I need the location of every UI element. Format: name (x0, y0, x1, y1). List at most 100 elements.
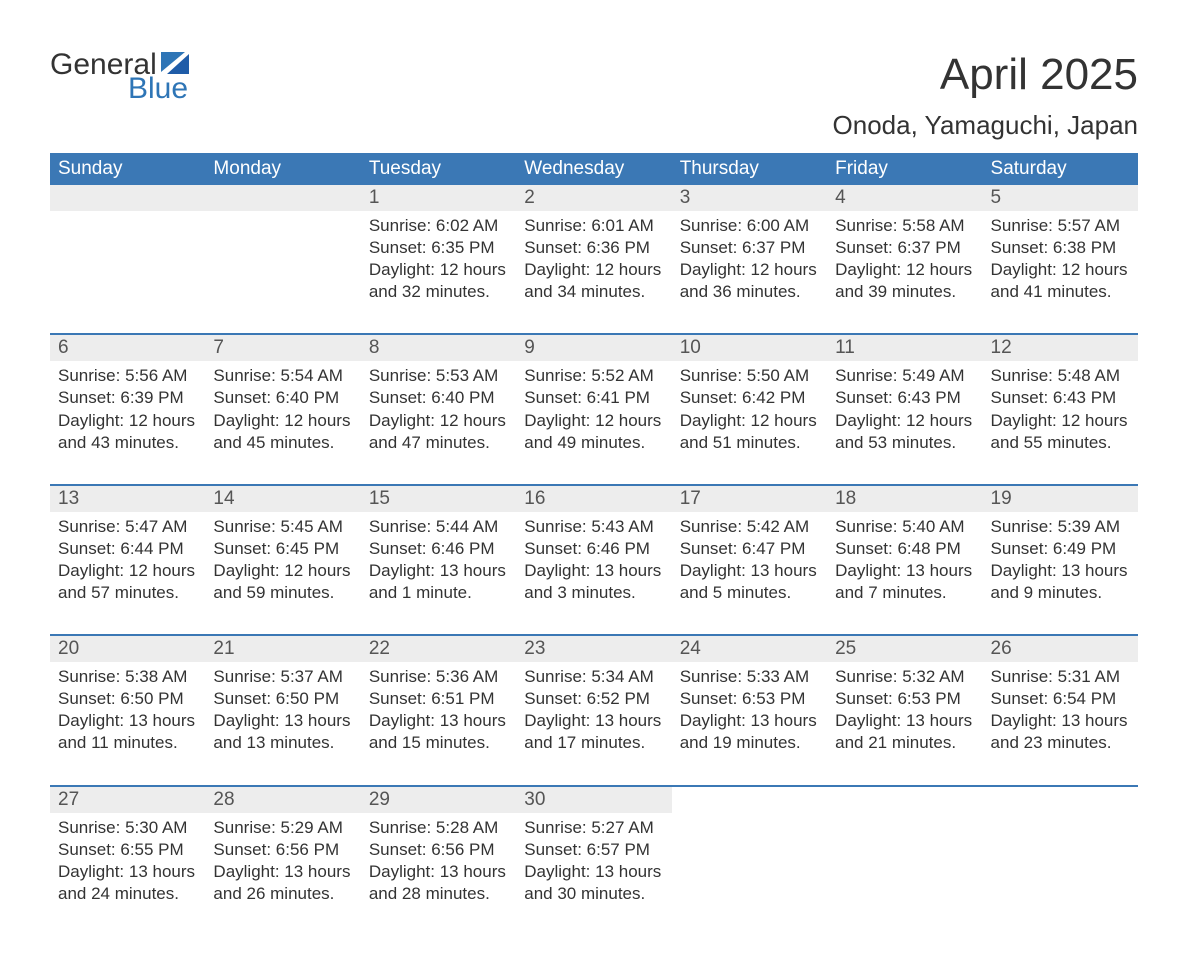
calendar-cell: 18Sunrise: 5:40 AMSunset: 6:48 PMDayligh… (827, 485, 982, 635)
sunset-line: Sunset: 6:40 PM (213, 387, 352, 409)
calendar-cell: 9Sunrise: 5:52 AMSunset: 6:41 PMDaylight… (516, 334, 671, 484)
daylight-line: Daylight: 13 hours and 28 minutes. (369, 861, 508, 905)
day-header: Tuesday (361, 153, 516, 185)
daylight-line: Daylight: 13 hours and 24 minutes. (58, 861, 197, 905)
day-details: Sunrise: 5:52 AMSunset: 6:41 PMDaylight:… (524, 365, 663, 453)
calendar-cell: 26Sunrise: 5:31 AMSunset: 6:54 PMDayligh… (983, 635, 1138, 785)
calendar-cell: 19Sunrise: 5:39 AMSunset: 6:49 PMDayligh… (983, 485, 1138, 635)
daylight-line: Daylight: 12 hours and 51 minutes. (680, 410, 819, 454)
day-details: Sunrise: 5:54 AMSunset: 6:40 PMDaylight:… (213, 365, 352, 453)
day-number: 20 (50, 636, 205, 662)
day-number: 13 (50, 486, 205, 512)
day-number: 22 (361, 636, 516, 662)
calendar-cell: 28Sunrise: 5:29 AMSunset: 6:56 PMDayligh… (205, 786, 360, 935)
month-title: April 2025 (833, 50, 1138, 100)
calendar-cell: 15Sunrise: 5:44 AMSunset: 6:46 PMDayligh… (361, 485, 516, 635)
location-title: Onoda, Yamaguchi, Japan (833, 110, 1138, 141)
calendar-cell (983, 786, 1138, 935)
day-details: Sunrise: 5:33 AMSunset: 6:53 PMDaylight:… (680, 666, 819, 754)
day-number: 2 (516, 185, 671, 211)
calendar-cell: 5Sunrise: 5:57 AMSunset: 6:38 PMDaylight… (983, 185, 1138, 334)
calendar-cell (827, 786, 982, 935)
day-number: 16 (516, 486, 671, 512)
day-details: Sunrise: 5:48 AMSunset: 6:43 PMDaylight:… (991, 365, 1130, 453)
day-number: 15 (361, 486, 516, 512)
day-number: 17 (672, 486, 827, 512)
day-number: 25 (827, 636, 982, 662)
day-details: Sunrise: 5:47 AMSunset: 6:44 PMDaylight:… (58, 516, 197, 604)
day-number: 5 (983, 185, 1138, 211)
day-details: Sunrise: 5:34 AMSunset: 6:52 PMDaylight:… (524, 666, 663, 754)
sunset-line: Sunset: 6:44 PM (58, 538, 197, 560)
sunset-line: Sunset: 6:48 PM (835, 538, 974, 560)
daylight-line: Daylight: 13 hours and 26 minutes. (213, 861, 352, 905)
calendar-week: 20Sunrise: 5:38 AMSunset: 6:50 PMDayligh… (50, 635, 1138, 785)
sunset-line: Sunset: 6:55 PM (58, 839, 197, 861)
sunrise-line: Sunrise: 5:58 AM (835, 215, 974, 237)
sunset-line: Sunset: 6:45 PM (213, 538, 352, 560)
day-details: Sunrise: 5:31 AMSunset: 6:54 PMDaylight:… (991, 666, 1130, 754)
calendar-cell: 13 Sunrise: 5:47 AMSunset: 6:44 PMDayligh… (50, 485, 205, 635)
sunset-line: Sunset: 6:56 PM (369, 839, 508, 861)
sunrise-line: Sunrise: 5:38 AM (58, 666, 197, 688)
day-details: Sunrise: 5:53 AMSunset: 6:40 PMDaylight:… (369, 365, 508, 453)
daylight-line: Daylight: 13 hours and 5 minutes. (680, 560, 819, 604)
daylight-line: Daylight: 13 hours and 21 minutes. (835, 710, 974, 754)
day-number: 14 (205, 486, 360, 512)
sunset-line: Sunset: 6:49 PM (991, 538, 1130, 560)
page-header: General Blue April 2025 Onoda, Yamaguchi… (50, 50, 1138, 141)
day-details: Sunrise: 5:50 AMSunset: 6:42 PMDaylight:… (680, 365, 819, 453)
sunrise-line: Sunrise: 5:36 AM (369, 666, 508, 688)
sunrise-line: Sunrise: 5:47 AM (58, 516, 197, 538)
sunrise-line: Sunrise: 6:01 AM (524, 215, 663, 237)
day-number: 30 (516, 787, 671, 813)
day-number: 7 (205, 335, 360, 361)
day-details: Sunrise: 6:00 AMSunset: 6:37 PMDaylight:… (680, 215, 819, 303)
sunset-line: Sunset: 6:41 PM (524, 387, 663, 409)
day-details: Sunrise: 5:27 AMSunset: 6:57 PMDaylight:… (524, 817, 663, 905)
calendar-cell: 24Sunrise: 5:33 AMSunset: 6:53 PMDayligh… (672, 635, 827, 785)
sunrise-line: Sunrise: 5:43 AM (524, 516, 663, 538)
sunrise-line: Sunrise: 5:31 AM (991, 666, 1130, 688)
sunset-line: Sunset: 6:40 PM (369, 387, 508, 409)
day-details: Sunrise: 5:28 AMSunset: 6:56 PMDaylight:… (369, 817, 508, 905)
day-header: Friday (827, 153, 982, 185)
sunset-line: Sunset: 6:52 PM (524, 688, 663, 710)
day-number: 11 (827, 335, 982, 361)
calendar-cell: 7 Sunrise: 5:54 AMSunset: 6:40 PMDaylight… (205, 334, 360, 484)
sunset-line: Sunset: 6:39 PM (58, 387, 197, 409)
sunset-line: Sunset: 6:57 PM (524, 839, 663, 861)
sunrise-line: Sunrise: 5:44 AM (369, 516, 508, 538)
calendar-cell: 1Sunrise: 6:02 AMSunset: 6:35 PMDaylight… (361, 185, 516, 334)
day-header-row: Sunday Monday Tuesday Wednesday Thursday… (50, 153, 1138, 185)
calendar-cell: 21Sunrise: 5:37 AMSunset: 6:50 PMDayligh… (205, 635, 360, 785)
calendar-cell: 10Sunrise: 5:50 AMSunset: 6:42 PMDayligh… (672, 334, 827, 484)
calendar-cell: 2 Sunrise: 6:01 AMSunset: 6:36 PMDaylight… (516, 185, 671, 334)
daylight-line: Daylight: 12 hours and 43 minutes. (58, 410, 197, 454)
sunrise-line: Sunrise: 5:52 AM (524, 365, 663, 387)
daylight-line: Daylight: 13 hours and 1 minute. (369, 560, 508, 604)
daylight-line: Daylight: 12 hours and 41 minutes. (991, 259, 1130, 303)
day-header: Sunday (50, 153, 205, 185)
day-number: 4 (827, 185, 982, 211)
sunrise-line: Sunrise: 5:27 AM (524, 817, 663, 839)
brand-logo: General Blue (50, 50, 195, 104)
daylight-line: Daylight: 12 hours and 49 minutes. (524, 410, 663, 454)
day-number: 3 (672, 185, 827, 211)
daylight-line: Daylight: 12 hours and 34 minutes. (524, 259, 663, 303)
sunset-line: Sunset: 6:46 PM (524, 538, 663, 560)
calendar-cell: 14Sunrise: 5:45 AMSunset: 6:45 PMDayligh… (205, 485, 360, 635)
daylight-line: Daylight: 13 hours and 23 minutes. (991, 710, 1130, 754)
calendar-cell: 23Sunrise: 5:34 AMSunset: 6:52 PMDayligh… (516, 635, 671, 785)
daylight-line: Daylight: 13 hours and 19 minutes. (680, 710, 819, 754)
sunset-line: Sunset: 6:36 PM (524, 237, 663, 259)
calendar-week: 27Sunrise: 5:30 AMSunset: 6:55 PMDayligh… (50, 786, 1138, 935)
sunset-line: Sunset: 6:38 PM (991, 237, 1130, 259)
day-details: Sunrise: 5:56 AMSunset: 6:39 PMDaylight:… (58, 365, 197, 453)
daynum-blank (205, 185, 360, 211)
daylight-line: Daylight: 13 hours and 15 minutes. (369, 710, 508, 754)
daylight-line: Daylight: 12 hours and 39 minutes. (835, 259, 974, 303)
calendar-cell: 20Sunrise: 5:38 AMSunset: 6:50 PMDayligh… (50, 635, 205, 785)
day-details: Sunrise: 5:42 AMSunset: 6:47 PMDaylight:… (680, 516, 819, 604)
day-number: 28 (205, 787, 360, 813)
